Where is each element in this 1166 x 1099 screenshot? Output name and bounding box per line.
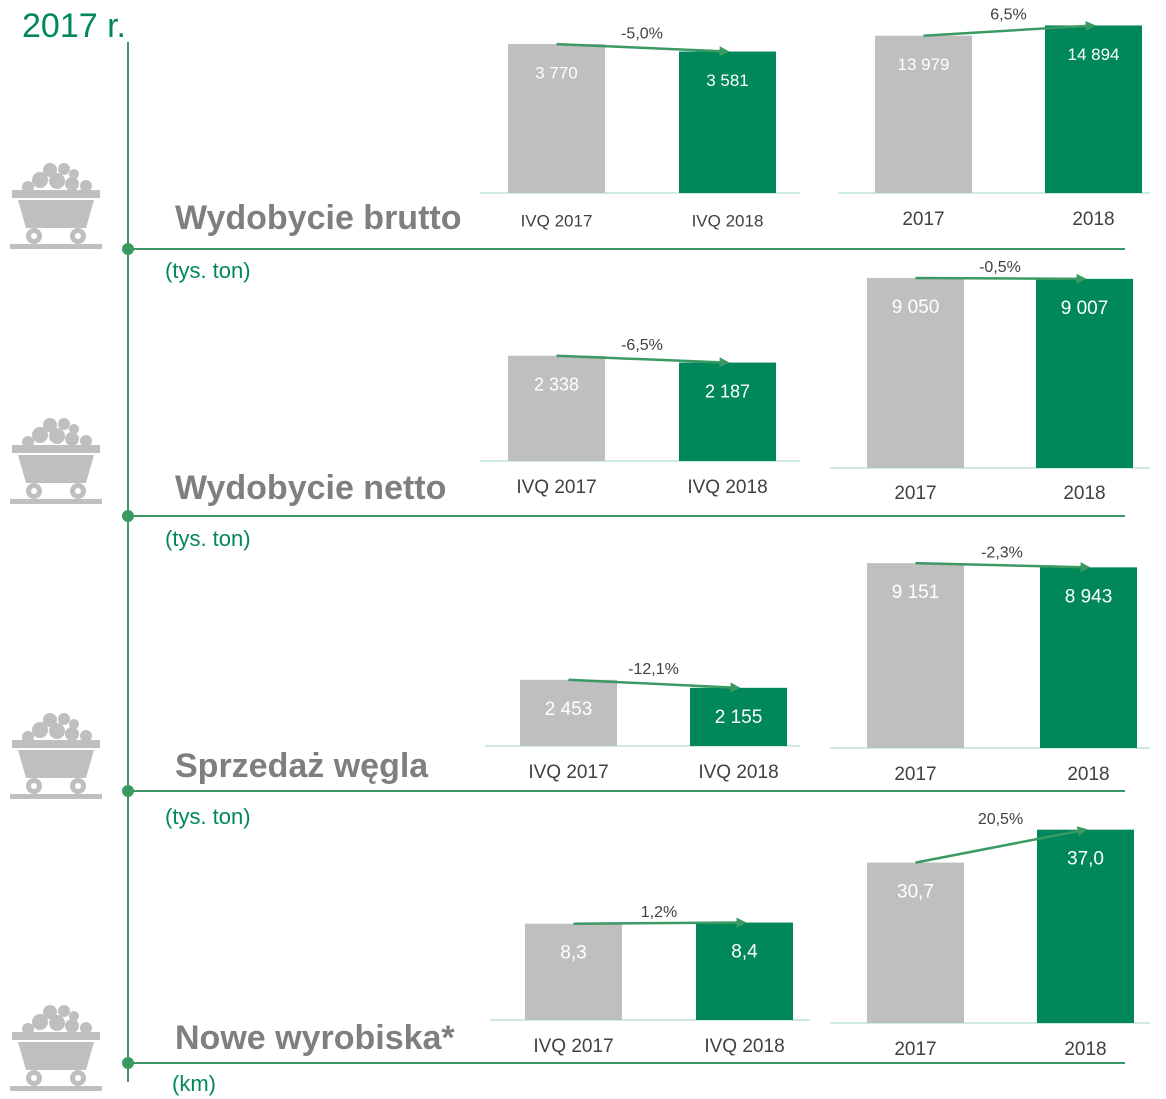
- category-label: IVQ 2017: [528, 762, 608, 783]
- category-label: 2018: [1067, 764, 1109, 785]
- bar: [520, 679, 617, 746]
- bar: [508, 355, 605, 461]
- section-unit: (km): [172, 1071, 216, 1096]
- bar: [1045, 25, 1142, 193]
- section-dot: [122, 785, 134, 797]
- value-label: 8,3: [560, 943, 586, 964]
- value-label: 2 187: [705, 381, 750, 401]
- bar: [867, 862, 964, 1023]
- value-label: 30,7: [897, 882, 934, 903]
- bar: [690, 687, 787, 746]
- category-label: IVQ 2018: [687, 477, 767, 498]
- section-unit: (tys. ton): [165, 258, 251, 283]
- change-label: -12,1%: [628, 661, 679, 678]
- value-label: 9 007: [1061, 298, 1109, 319]
- bar: [679, 362, 776, 461]
- value-label: 14 894: [1068, 45, 1120, 64]
- category-label: IVQ 2018: [704, 1036, 784, 1057]
- category-label: 2018: [1064, 1039, 1106, 1060]
- category-label: IVQ 2018: [692, 211, 764, 230]
- change-label: 20,5%: [978, 811, 1023, 828]
- bar: [867, 563, 964, 748]
- section-unit: (tys. ton): [165, 526, 251, 551]
- value-label: 37,0: [1067, 849, 1104, 870]
- bar: [867, 277, 964, 468]
- bar: [875, 35, 972, 193]
- cart-icon: [10, 1005, 102, 1091]
- value-label: 13 979: [898, 55, 950, 74]
- value-label: 2 155: [715, 707, 763, 728]
- section-dot: [122, 243, 134, 255]
- change-label: 6,5%: [990, 7, 1026, 24]
- category-label: 2018: [1072, 209, 1114, 230]
- section-title: Wydobycie netto: [175, 469, 446, 507]
- bar: [525, 923, 622, 1020]
- cart-icon: [10, 713, 102, 799]
- change-arrow: [573, 917, 747, 928]
- category-label: IVQ 2017: [533, 1036, 613, 1057]
- change-arrow: [568, 678, 741, 693]
- change-arrow: [556, 354, 730, 368]
- change-label: -2,3%: [981, 544, 1023, 561]
- category-label: 2017: [902, 209, 944, 230]
- change-arrow: [923, 20, 1096, 37]
- change-arrow: [915, 826, 1088, 864]
- value-label: 8,4: [731, 942, 758, 963]
- bar: [1040, 567, 1137, 748]
- change-label: 1,2%: [641, 904, 677, 921]
- section-dot: [122, 510, 134, 522]
- bar: [1037, 829, 1134, 1023]
- change-label: -0,5%: [979, 259, 1021, 276]
- value-label: 2 453: [545, 699, 593, 720]
- section-title: Nowe wyrobiska*: [175, 1019, 455, 1057]
- change-arrow: [915, 561, 1091, 573]
- bar: [1036, 278, 1133, 468]
- section-dot: [122, 1057, 134, 1069]
- category-label: IVQ 2017: [516, 477, 596, 498]
- value-label: 9 151: [892, 582, 940, 603]
- bar: [696, 922, 793, 1020]
- header: 2017 r.: [22, 7, 126, 45]
- bar: [679, 51, 776, 193]
- section-unit: (tys. ton): [165, 804, 251, 829]
- value-label: 9 050: [892, 297, 940, 318]
- bar: [508, 44, 605, 194]
- change-label: -6,5%: [621, 337, 663, 354]
- change-arrow: [915, 273, 1087, 284]
- change-arrow: [556, 42, 730, 57]
- value-label: 2 338: [534, 375, 579, 395]
- category-label: IVQ 2017: [521, 211, 593, 230]
- section-title: Sprzedaż węgla: [175, 747, 429, 785]
- value-label: 3 770: [535, 64, 578, 83]
- category-label: IVQ 2018: [698, 762, 778, 783]
- cart-icon: [10, 163, 102, 249]
- category-label: 2017: [894, 483, 936, 504]
- value-label: 3 581: [706, 71, 749, 90]
- change-label: -5,0%: [621, 25, 663, 42]
- category-label: 2018: [1063, 483, 1105, 504]
- value-label: 8 943: [1065, 586, 1113, 607]
- cart-icon: [10, 418, 102, 504]
- category-label: 2017: [894, 1039, 936, 1060]
- category-label: 2017: [894, 764, 936, 785]
- section-title: Wydobycie brutto: [175, 199, 462, 237]
